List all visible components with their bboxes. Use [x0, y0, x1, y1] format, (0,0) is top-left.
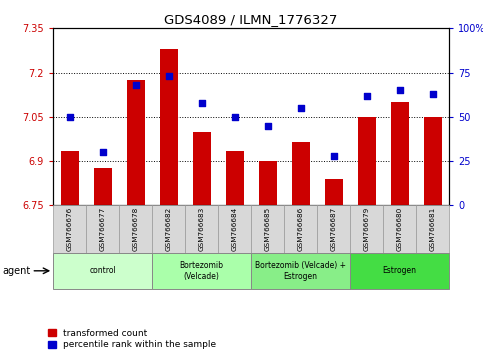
- Bar: [350, 253, 449, 289]
- Text: GSM766685: GSM766685: [265, 207, 270, 251]
- Legend: transformed count, percentile rank within the sample: transformed count, percentile rank withi…: [48, 329, 216, 349]
- Bar: [159, 49, 178, 205]
- Text: GSM766682: GSM766682: [166, 207, 171, 251]
- Bar: [185, 205, 218, 253]
- Text: GSM766678: GSM766678: [133, 207, 139, 251]
- Bar: [357, 117, 376, 205]
- Text: Estrogen: Estrogen: [383, 266, 417, 275]
- Bar: [383, 205, 416, 253]
- Point: [363, 93, 370, 98]
- Bar: [152, 253, 251, 289]
- Bar: [226, 151, 244, 205]
- Bar: [127, 80, 145, 205]
- Point: [396, 87, 404, 93]
- Text: agent: agent: [2, 266, 30, 276]
- Bar: [218, 205, 251, 253]
- Bar: [60, 151, 79, 205]
- Point: [429, 91, 437, 97]
- Text: control: control: [89, 266, 116, 275]
- Text: GSM766676: GSM766676: [67, 207, 72, 251]
- Bar: [292, 142, 310, 205]
- Text: GSM766680: GSM766680: [397, 207, 403, 251]
- Point: [99, 149, 107, 155]
- Bar: [317, 205, 350, 253]
- Text: Bortezomib
(Velcade): Bortezomib (Velcade): [180, 261, 224, 280]
- Point: [330, 153, 338, 159]
- Bar: [350, 205, 383, 253]
- Bar: [391, 102, 409, 205]
- Title: GDS4089 / ILMN_1776327: GDS4089 / ILMN_1776327: [165, 13, 338, 26]
- Point: [165, 73, 172, 79]
- Bar: [119, 205, 152, 253]
- Text: GSM766684: GSM766684: [232, 207, 238, 251]
- Point: [198, 100, 206, 105]
- Text: Bortezomib (Velcade) +
Estrogen: Bortezomib (Velcade) + Estrogen: [255, 261, 346, 280]
- Bar: [258, 161, 277, 205]
- Bar: [94, 169, 112, 205]
- Point: [66, 114, 73, 120]
- Bar: [251, 253, 350, 289]
- Point: [297, 105, 305, 111]
- Bar: [53, 205, 86, 253]
- Bar: [284, 205, 317, 253]
- Text: GSM766681: GSM766681: [430, 207, 436, 251]
- Text: GSM766677: GSM766677: [99, 207, 106, 251]
- Bar: [86, 205, 119, 253]
- Bar: [251, 205, 284, 253]
- Bar: [416, 205, 449, 253]
- Text: GSM766679: GSM766679: [364, 207, 369, 251]
- Point: [231, 114, 239, 120]
- Point: [264, 123, 271, 129]
- Bar: [193, 132, 211, 205]
- Point: [132, 82, 140, 88]
- Bar: [325, 179, 343, 205]
- Text: GSM766686: GSM766686: [298, 207, 304, 251]
- Text: GSM766687: GSM766687: [331, 207, 337, 251]
- Bar: [424, 117, 442, 205]
- Text: GSM766683: GSM766683: [199, 207, 205, 251]
- Bar: [53, 253, 152, 289]
- Bar: [152, 205, 185, 253]
